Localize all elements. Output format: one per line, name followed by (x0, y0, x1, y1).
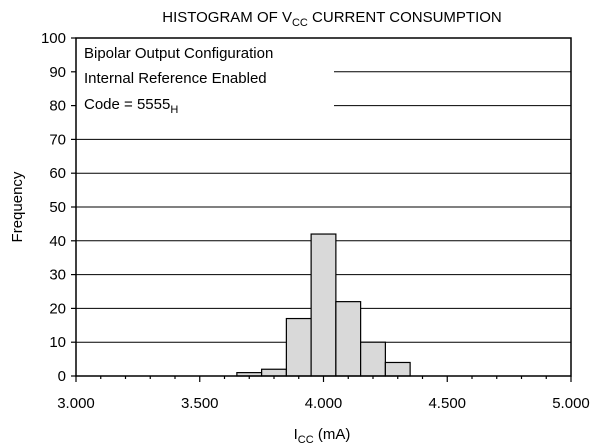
y-tick-label: 100 (41, 30, 66, 47)
histogram-bar (310, 233, 337, 377)
y-tick-label: 90 (49, 64, 66, 81)
x-axis-label: ICC (mA) (294, 426, 351, 446)
histogram-bar (360, 341, 386, 377)
x-tick-label: 4.500 (428, 395, 466, 412)
chart-title: HISTOGRAM OF VCC CURRENT CONSUMPTION (162, 9, 502, 29)
histogram-bar (335, 301, 362, 377)
x-tick-label: 3.500 (181, 395, 219, 412)
chart-title-subscript: CC (292, 17, 308, 29)
y-tick-label: 10 (49, 334, 66, 351)
histogram-bar (285, 317, 312, 377)
x-tick-label: 4.000 (305, 395, 343, 412)
y-tick-label: 30 (49, 267, 66, 284)
y-tick-label: 70 (49, 131, 66, 148)
x-axis-label-suffix: (mA) (314, 426, 351, 443)
y-tick-label: 40 (49, 233, 66, 250)
annotation-line-3: Code = 5555H (84, 96, 178, 116)
y-tick-label: 60 (49, 165, 66, 182)
x-axis-label-base: I (294, 426, 298, 443)
histogram-bar (384, 361, 411, 377)
histogram-bars (236, 233, 411, 377)
x-tick-label: 3.000 (57, 395, 95, 412)
y-tick-label: 50 (49, 199, 66, 216)
annotation-line-3-subscript: H (170, 104, 178, 116)
chart-title-prefix: HISTOGRAM OF V (162, 9, 292, 26)
axis-ticks: 0 10 20 30 40 50 60 70 80 90 100 3.000 3.500 4.000 4.5… (41, 30, 590, 412)
y-tick-label: 80 (49, 98, 66, 115)
x-tick-label: 5.000 (552, 395, 590, 412)
annotation-line-1: Bipolar Output Configuration (84, 45, 273, 62)
annotation-line-3-text: Code = 5555 (84, 96, 170, 113)
chart-title-suffix: CURRENT CONSUMPTION (308, 9, 502, 26)
annotation-background (76, 38, 334, 118)
y-tick-label: 0 (58, 368, 66, 385)
y-tick-label: 20 (49, 300, 66, 317)
x-axis-label-subscript: CC (298, 434, 314, 446)
histogram-bar (261, 368, 287, 377)
y-axis-label: Frequency (9, 171, 26, 242)
annotation-line-2: Internal Reference Enabled (84, 70, 267, 87)
